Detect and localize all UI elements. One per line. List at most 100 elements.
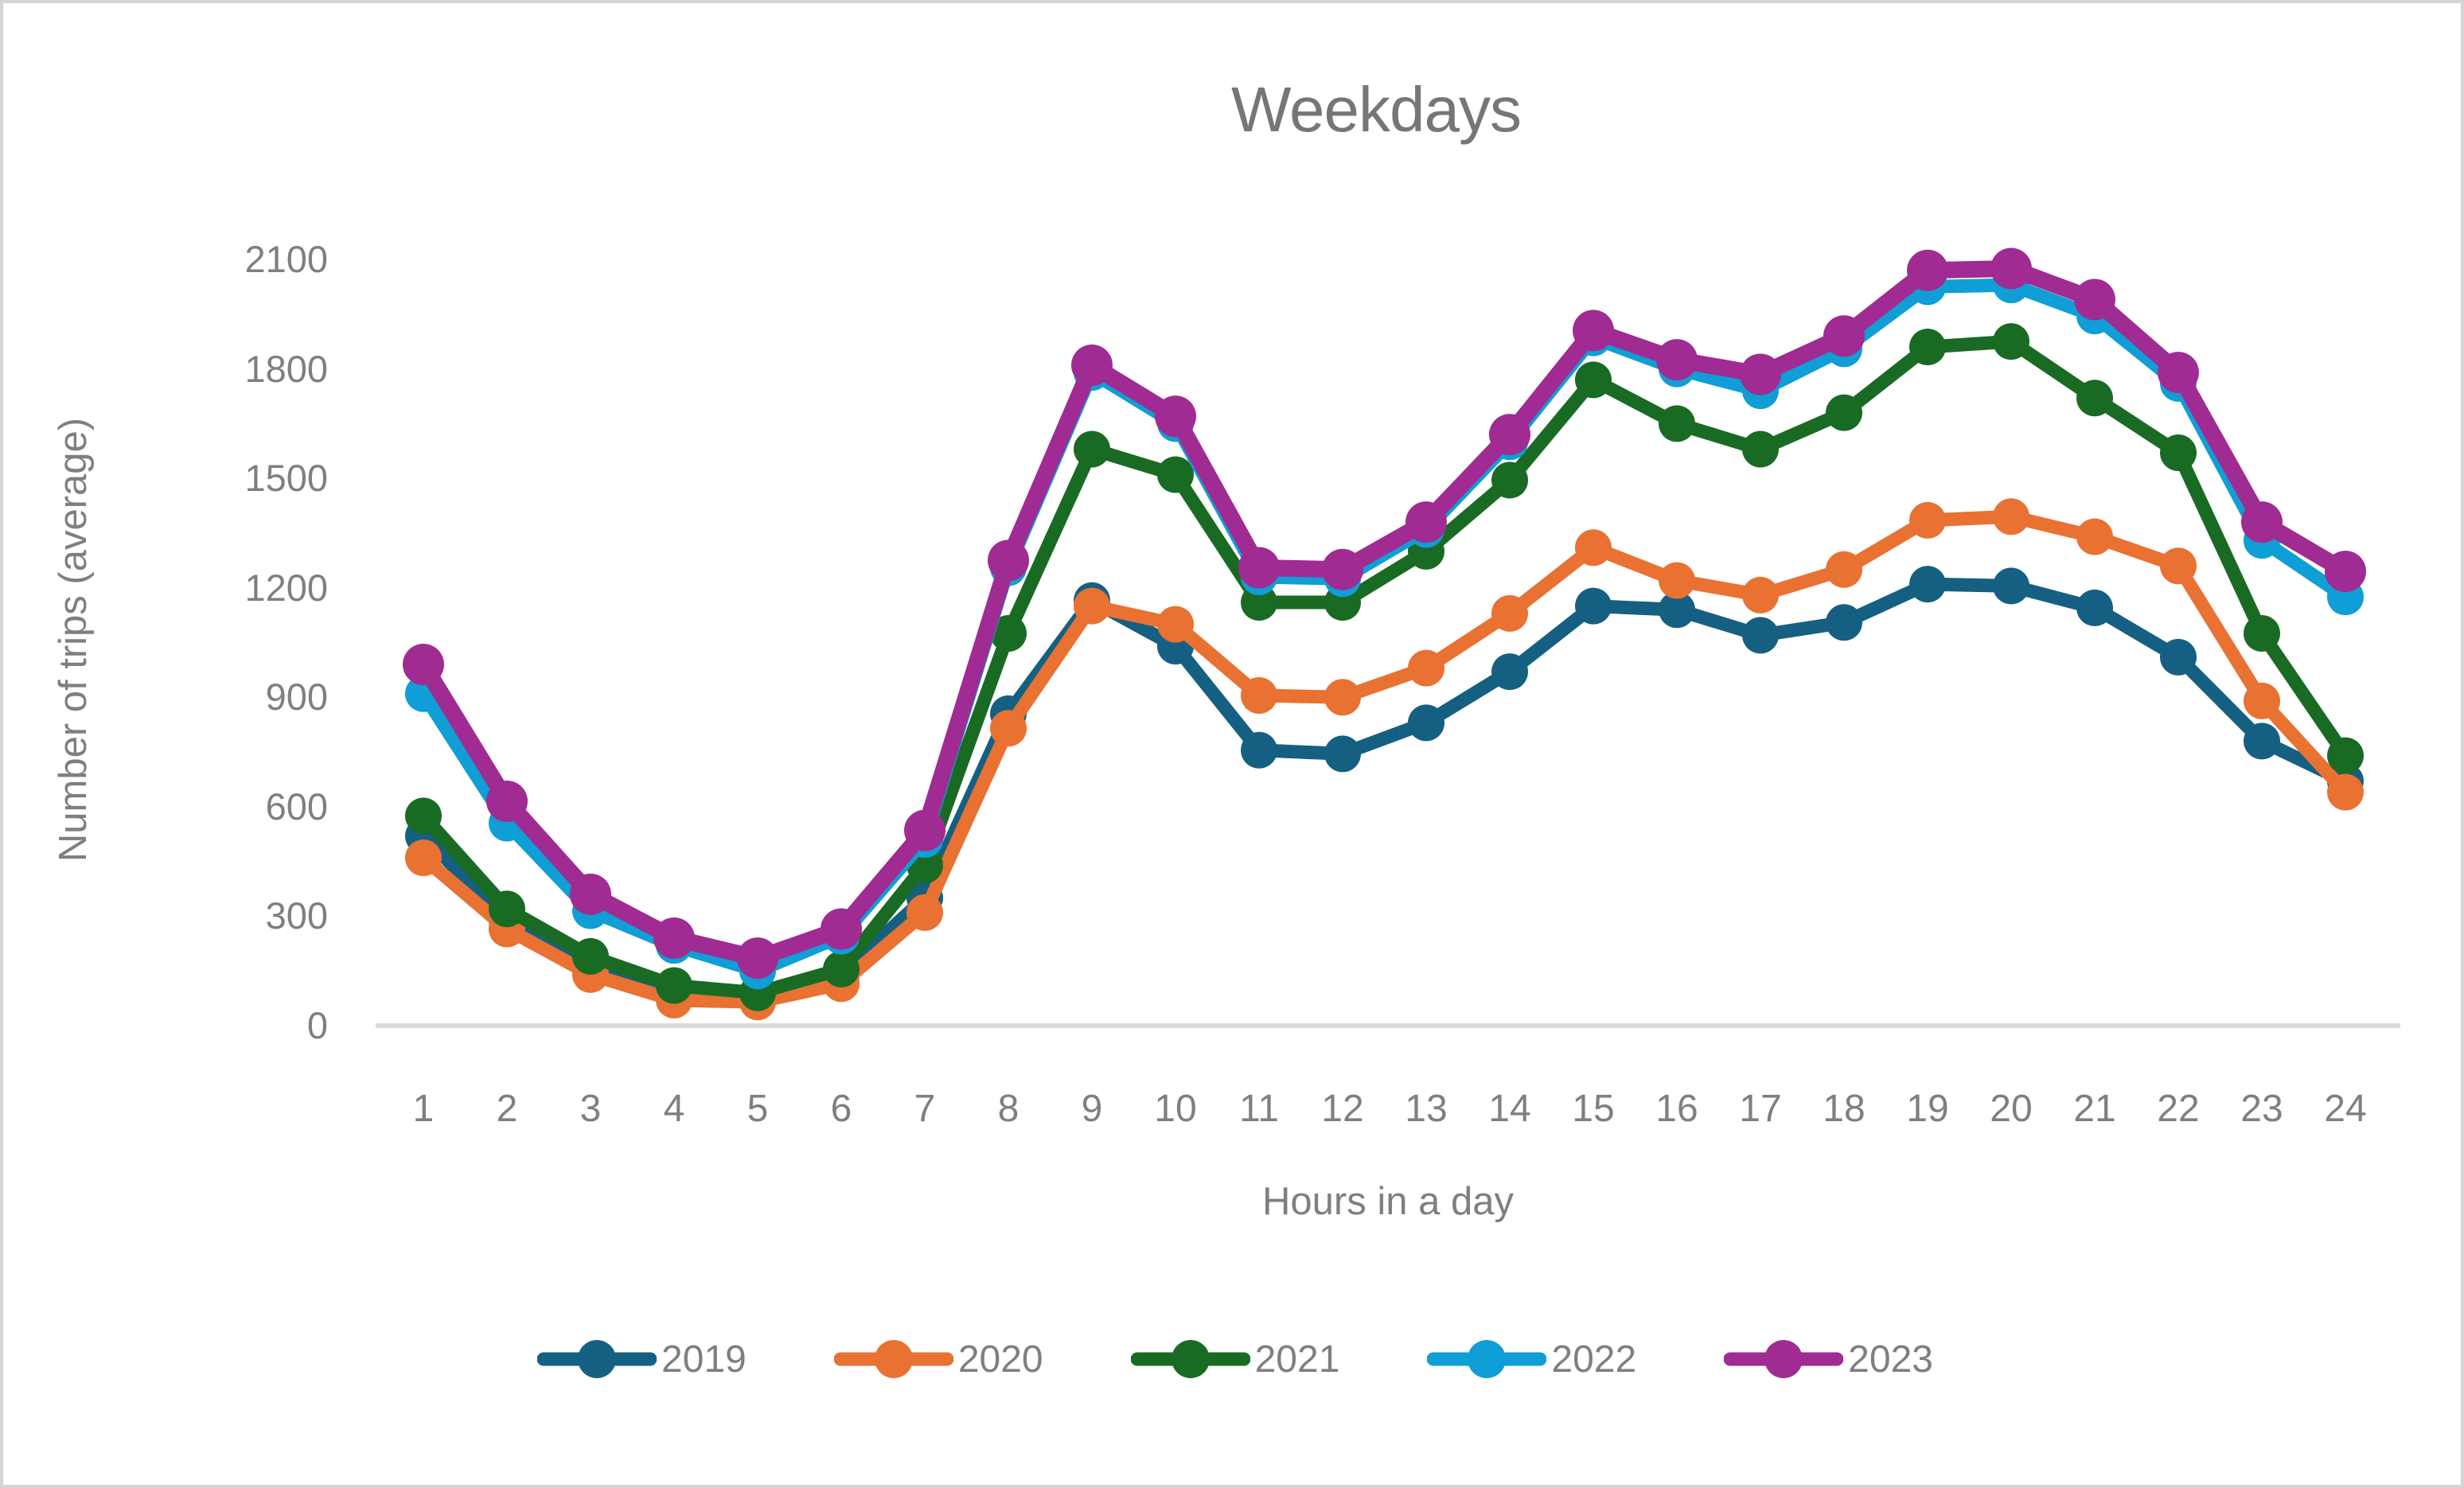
series-line-2021 xyxy=(416,334,2353,1000)
legend-item-2021[interactable]: 2021 xyxy=(1130,1334,1339,1385)
x-tick-label: 8 xyxy=(997,1088,1020,1130)
data-point xyxy=(1659,562,1695,599)
chart-title: Weekdays xyxy=(1230,74,1522,145)
data-point xyxy=(1909,566,1946,603)
x-tick-label: 2 xyxy=(496,1088,518,1130)
x-tick-label: 17 xyxy=(1739,1088,1782,1130)
series-line-2019 xyxy=(416,577,2353,1006)
series-line-2022 xyxy=(416,278,2353,978)
data-point xyxy=(2076,589,2113,626)
data-point xyxy=(990,710,1027,747)
data-point xyxy=(405,839,442,877)
y-tick-label: 600 xyxy=(265,785,328,828)
data-point xyxy=(2241,501,2283,543)
data-point xyxy=(1491,462,1528,499)
data-point xyxy=(405,797,442,835)
data-point xyxy=(2244,682,2280,719)
x-tick-label: 16 xyxy=(1655,1088,1698,1130)
legend-item-2022[interactable]: 2022 xyxy=(1427,1334,1636,1385)
data-point xyxy=(1155,395,1196,438)
data-point xyxy=(2158,352,2199,394)
x-tick-label: 15 xyxy=(1572,1088,1615,1130)
data-point xyxy=(1074,587,1110,625)
data-point xyxy=(1575,587,1612,625)
data-point xyxy=(1990,247,2032,290)
data-point xyxy=(1238,547,1280,589)
legend-marker-icon xyxy=(1427,1340,1547,1378)
y-tick-label: 1200 xyxy=(244,566,328,609)
data-point xyxy=(990,615,1027,652)
data-point xyxy=(1575,361,1612,399)
y-tick-label: 2100 xyxy=(244,238,328,280)
legend-label: 2022 xyxy=(1551,1338,1637,1381)
data-point xyxy=(1491,653,1528,691)
data-point xyxy=(1074,430,1110,468)
data-point xyxy=(1405,501,1447,543)
y-tick-label: 900 xyxy=(265,676,328,719)
legend-label: 2023 xyxy=(1848,1338,1933,1381)
series-2021[interactable] xyxy=(405,323,2364,1011)
x-tick-label: 7 xyxy=(914,1088,936,1130)
legend-marker-icon xyxy=(537,1340,657,1378)
data-point xyxy=(1826,604,1862,641)
data-point xyxy=(1742,576,1779,614)
plot-area xyxy=(376,247,2400,1028)
legend-marker-icon xyxy=(1724,1340,1844,1378)
data-point xyxy=(1740,353,1781,395)
x-tick-label: 20 xyxy=(1990,1088,2033,1130)
data-point xyxy=(1241,584,1277,621)
legend-label: 2019 xyxy=(661,1338,747,1381)
data-point xyxy=(1071,344,1113,386)
data-point xyxy=(1909,329,1946,366)
x-tick-label: 6 xyxy=(830,1088,852,1130)
data-point xyxy=(2160,638,2197,676)
x-tick-label: 1 xyxy=(412,1088,435,1130)
data-point xyxy=(1826,551,1862,588)
data-point xyxy=(1993,498,2029,536)
x-tick-label: 9 xyxy=(1081,1088,1103,1130)
series-2023[interactable] xyxy=(403,247,2366,980)
data-point xyxy=(1742,430,1779,468)
x-tick-label: 24 xyxy=(2324,1088,2367,1130)
data-point xyxy=(1909,501,1946,539)
data-point xyxy=(1241,731,1277,769)
data-point xyxy=(1823,315,1865,357)
data-point xyxy=(2160,434,2197,472)
data-point xyxy=(1907,249,1948,291)
data-point xyxy=(1656,339,1698,381)
legend-marker-icon xyxy=(833,1340,953,1378)
data-point xyxy=(1157,606,1194,643)
data-point xyxy=(904,809,945,851)
data-point xyxy=(1489,414,1530,456)
data-point xyxy=(1408,649,1444,687)
data-point xyxy=(737,937,778,980)
legend-item-2023[interactable]: 2023 xyxy=(1724,1334,1933,1385)
data-point xyxy=(821,908,862,950)
data-point xyxy=(1324,735,1361,773)
data-point xyxy=(1491,594,1528,632)
legend-label: 2020 xyxy=(957,1338,1043,1381)
legend-item-2019[interactable]: 2019 xyxy=(537,1334,747,1385)
x-axis-title: Hours in a day xyxy=(1262,1180,1514,1223)
data-point xyxy=(1826,394,1862,431)
data-point xyxy=(1575,529,1612,567)
data-point xyxy=(1993,567,2029,605)
y-axis-title: Number of trips (average) xyxy=(52,417,95,863)
x-tick-label: 19 xyxy=(1906,1088,1949,1130)
x-tick-label: 14 xyxy=(1488,1088,1531,1130)
x-tick-label: 12 xyxy=(1321,1088,1364,1130)
data-point xyxy=(489,890,525,928)
data-point xyxy=(1324,679,1361,716)
data-point xyxy=(1659,591,1695,629)
data-point xyxy=(656,967,692,1004)
x-tick-label: 18 xyxy=(1823,1088,1866,1130)
data-point xyxy=(570,873,611,915)
data-point xyxy=(2325,551,2366,593)
data-point xyxy=(572,937,609,975)
x-tick-label: 22 xyxy=(2157,1088,2200,1130)
data-point xyxy=(906,894,943,931)
legend-item-2020[interactable]: 2020 xyxy=(833,1334,1043,1385)
data-point xyxy=(1241,676,1277,714)
y-tick-label: 0 xyxy=(306,1004,328,1046)
